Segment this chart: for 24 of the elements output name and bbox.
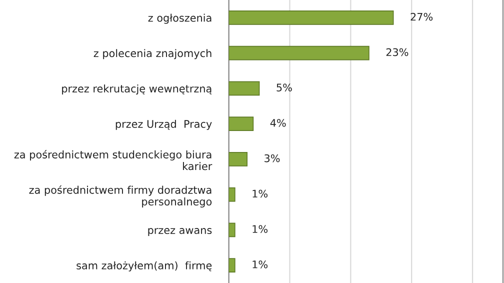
data-label: 4% <box>270 118 286 127</box>
y-tick-label: z ogłoszenia <box>148 14 212 24</box>
data-label: 5% <box>276 84 292 92</box>
data-label: 27% <box>410 12 433 21</box>
y-tick-label: z polecenia znajomych <box>94 49 212 60</box>
data-label: 1% <box>252 260 268 268</box>
bar <box>228 258 236 272</box>
y-tick-label: przez awans <box>148 228 212 236</box>
bar <box>228 152 248 166</box>
y-tick-label: przez Urząd Pracy <box>116 120 212 130</box>
y-tick-label: przez rekrutację wewnętrzną <box>62 84 212 95</box>
data-label: 1% <box>252 190 268 198</box>
y-tick-label: za pośrednictwem firmy doradztwa personalnego <box>29 185 212 208</box>
bar <box>228 187 236 202</box>
bar <box>228 10 394 25</box>
bar <box>228 46 370 60</box>
y-tick-label: sam założyłem(am) firmę <box>76 261 212 272</box>
data-label: 23% <box>386 48 408 56</box>
bar <box>228 222 236 238</box>
bar <box>228 81 260 96</box>
bar <box>228 116 254 131</box>
data-label: 3% <box>264 154 280 162</box>
y-tick-label: za pośrednictwem studenckiego biura karier <box>14 150 212 170</box>
data-label: 1% <box>252 225 268 233</box>
